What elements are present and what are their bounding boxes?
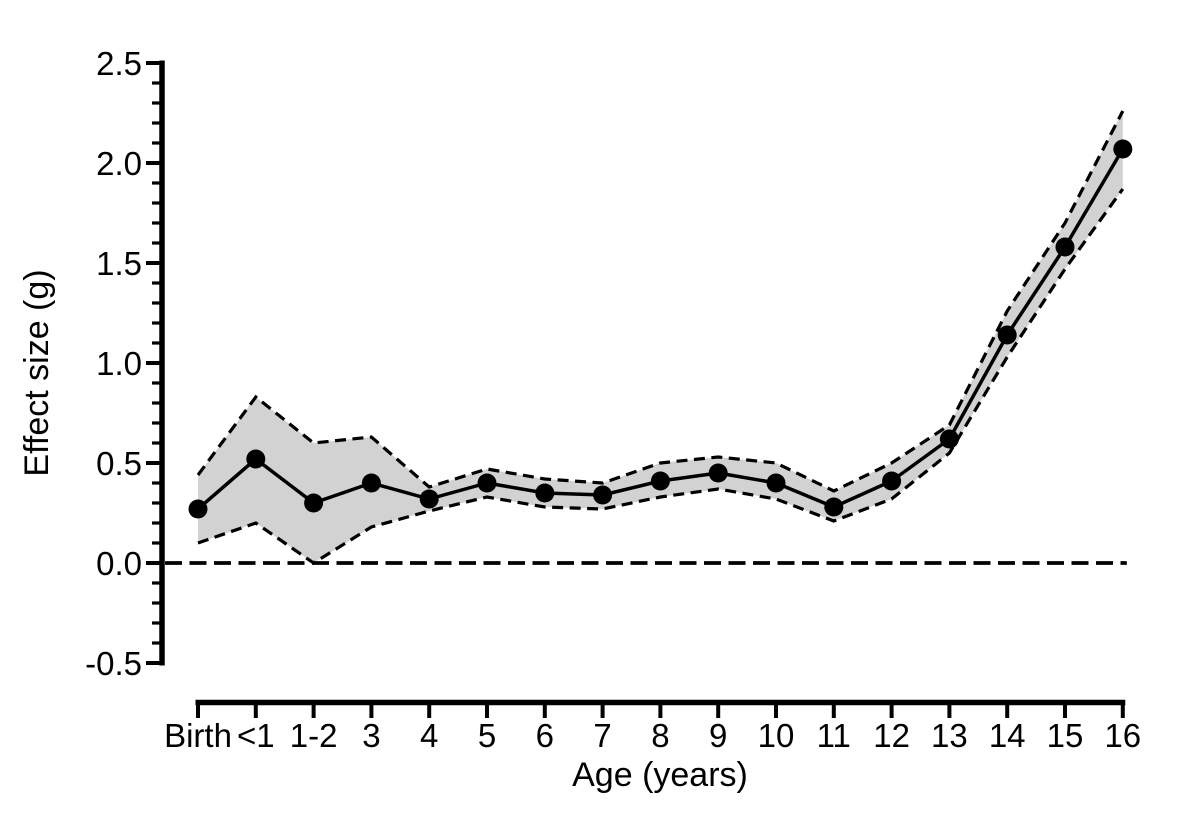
data-point-markers-layer (188, 139, 1133, 519)
data-point-marker-8 (650, 471, 670, 491)
y-axis-title: Effect size (g) (18, 269, 56, 476)
data-point-marker-6 (535, 483, 555, 503)
ci-lower-line (197, 188, 1125, 565)
data-point-marker-16 (1113, 139, 1133, 159)
y-tick-label: -0.5 (85, 645, 142, 682)
x-tick-label: 11 (817, 717, 851, 754)
ci-edge-lines-layer (196, 110, 1125, 565)
y-axis: -0.5 0.0 0.5 1.0 1.5 2.0 2.5 (85, 45, 165, 682)
data-point-marker-10 (766, 473, 786, 493)
x-axis: Birth <1 1-2 3 4 5 6 7 8 9 10 11 12 13 14 15 16 (164, 699, 1141, 754)
x-tick-label: Birth (164, 717, 232, 754)
ci-upper-line (196, 110, 1125, 493)
y-tick-label: 2.5 (96, 45, 142, 82)
data-point-marker-7 (593, 485, 613, 505)
data-point-marker-3 (361, 473, 381, 493)
x-tick-label: 6 (536, 717, 554, 754)
x-tick-label: 4 (420, 717, 438, 754)
x-tick-label: 5 (478, 717, 496, 754)
data-point-marker-4 (419, 489, 439, 509)
data-point-marker-13 (939, 429, 959, 449)
data-point-marker-15 (1055, 237, 1075, 257)
x-tick-label: 15 (1047, 717, 1084, 754)
x-tick-label: 16 (1104, 717, 1141, 754)
y-tick-label: 2.0 (96, 145, 142, 182)
y-tick-label: 1.5 (96, 245, 142, 282)
data-point-marker-14 (997, 325, 1017, 345)
data-point-marker-0 (188, 499, 208, 519)
x-tick-label: 14 (989, 717, 1026, 754)
x-tick-label: 12 (873, 717, 910, 754)
x-tick-label: 7 (593, 717, 611, 754)
data-point-marker-11 (824, 497, 844, 517)
x-tick-label: 10 (758, 717, 795, 754)
x-tick-label: 3 (362, 717, 380, 754)
x-tick-label: 13 (931, 717, 968, 754)
data-point-marker-2 (304, 493, 324, 513)
x-tick-label: 1-2 (290, 717, 338, 754)
data-point-marker-1 (246, 449, 266, 469)
data-point-marker-9 (708, 463, 728, 483)
x-tick-label: 8 (651, 717, 669, 754)
data-point-marker-12 (882, 471, 902, 491)
data-point-marker-5 (477, 473, 497, 493)
x-tick-label: 9 (709, 717, 727, 754)
y-tick-label: 0.5 (96, 445, 142, 482)
y-tick-label: 0.0 (96, 545, 142, 582)
y-tick-label: 1.0 (96, 345, 142, 382)
x-tick-label: <1 (237, 717, 275, 754)
x-axis-title: Age (years) (572, 756, 748, 794)
